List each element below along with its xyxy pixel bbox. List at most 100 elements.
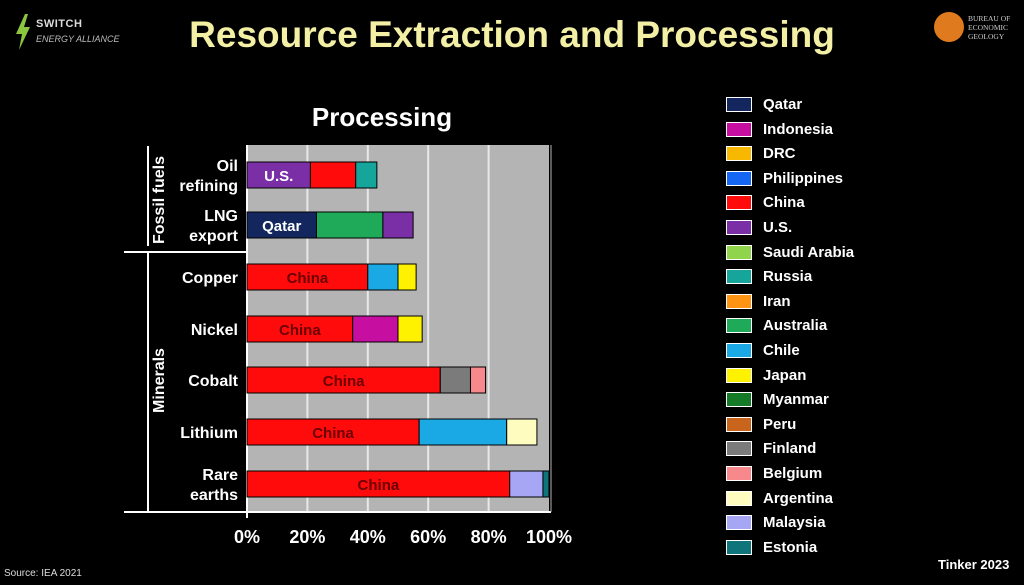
legend-label: Chile bbox=[763, 342, 800, 359]
legend-label: DRC bbox=[763, 145, 796, 163]
legend-swatch bbox=[726, 220, 752, 235]
legend-label: Saudi Arabia bbox=[763, 243, 855, 261]
legend-swatch bbox=[726, 244, 752, 260]
legend-item: Australia bbox=[726, 316, 926, 336]
category-label: Copper bbox=[182, 270, 238, 287]
legend-swatch bbox=[726, 146, 752, 162]
legend-label: Peru bbox=[763, 415, 797, 433]
legend-swatch bbox=[726, 195, 752, 211]
legend-item: Myanmar bbox=[726, 390, 926, 410]
legend-swatch bbox=[726, 318, 752, 334]
beg-line2: ECONOMIC bbox=[968, 23, 1009, 32]
legend-swatch bbox=[726, 441, 752, 457]
category-label: Cobalt bbox=[188, 373, 238, 390]
bar-segment-estonia bbox=[542, 470, 550, 498]
bar-segment-us bbox=[246, 161, 311, 189]
bar-segment-us bbox=[382, 211, 414, 239]
legend-swatch bbox=[726, 539, 752, 555]
legend-item: Belgium bbox=[726, 464, 926, 484]
legend-item: U.S. bbox=[726, 218, 926, 238]
legend-item: China bbox=[726, 193, 926, 213]
bar-segment-argentina bbox=[506, 418, 538, 446]
logo-left-line2: ENERGY ALLIANCE bbox=[36, 34, 120, 44]
bar-data-label: China bbox=[287, 270, 329, 287]
x-tick-label: 60% bbox=[410, 527, 446, 547]
bar-segment-australia bbox=[315, 211, 384, 239]
category-label: refining bbox=[179, 178, 238, 195]
legend-label: Estonia bbox=[763, 538, 818, 556]
bar-segment-china bbox=[246, 418, 420, 446]
legend-item: Estonia bbox=[726, 538, 926, 558]
legend-item: Finland bbox=[726, 439, 926, 459]
legend-item: Peru bbox=[726, 415, 926, 435]
legend-item: Qatar bbox=[726, 95, 926, 115]
logo-left-line1: SWITCH bbox=[36, 18, 83, 30]
legend-label: Philippines bbox=[763, 169, 844, 187]
legend-label: Iran bbox=[763, 292, 791, 310]
legend-swatch bbox=[726, 269, 752, 285]
bar-data-label: China bbox=[323, 373, 365, 390]
category-label: Lithium bbox=[180, 425, 238, 442]
legend-swatch bbox=[726, 367, 752, 383]
legend-swatch bbox=[726, 515, 752, 531]
bar-data-label: Qatar bbox=[262, 218, 301, 235]
bar-data-label: China bbox=[312, 425, 354, 442]
lightning-bolt-icon bbox=[16, 14, 30, 50]
category-label: LNG bbox=[204, 208, 238, 225]
bar-data-label: U.S. bbox=[264, 168, 293, 185]
legend-label: Australia bbox=[763, 317, 828, 335]
beg-line1: BUREAU OF bbox=[968, 14, 1011, 23]
bar-segment-japan bbox=[397, 315, 423, 343]
legend-item: Chile bbox=[726, 341, 926, 361]
legend-swatch bbox=[726, 97, 752, 112]
legend-item: Japan bbox=[726, 366, 926, 386]
x-tick-label: 80% bbox=[471, 527, 507, 547]
beg-line3: GEOLOGY bbox=[968, 32, 1005, 41]
group-label: Minerals bbox=[151, 348, 168, 413]
x-tick-label: 0% bbox=[234, 527, 260, 547]
legend-swatch bbox=[726, 121, 752, 137]
legend-item: Russia bbox=[726, 267, 926, 287]
category-label: export bbox=[189, 228, 239, 245]
credit-note: Tinker 2023 bbox=[938, 557, 1010, 572]
legend-label: Russia bbox=[763, 268, 813, 286]
beg-logo: BUREAU OF ECONOMIC GEOLOGY bbox=[934, 12, 1024, 46]
legend-swatch bbox=[726, 490, 752, 506]
bar-segment-russia bbox=[355, 161, 378, 189]
legend-label: Indonesia bbox=[763, 120, 834, 138]
bar-segment-malaysia bbox=[509, 470, 544, 498]
legend-swatch bbox=[726, 293, 752, 309]
category-label: Rare bbox=[202, 467, 238, 484]
x-tick-label: 40% bbox=[350, 527, 386, 547]
legend-label: Argentina bbox=[763, 489, 834, 507]
legend-item: Argentina bbox=[726, 489, 926, 509]
legend-label: Belgium bbox=[763, 465, 823, 482]
category-label: earths bbox=[190, 487, 238, 504]
bar-segment-belgium bbox=[469, 366, 487, 394]
beg-logo-text: BUREAU OF ECONOMIC GEOLOGY bbox=[968, 14, 1010, 41]
texas-seal-icon bbox=[934, 12, 964, 42]
bar-segment-china bbox=[246, 470, 511, 498]
bar-data-label: China bbox=[358, 477, 400, 494]
legend-label: U.S. bbox=[763, 219, 793, 236]
legend-label: Japan bbox=[763, 366, 807, 384]
switch-logo: SWITCH ENERGY ALLIANCE bbox=[14, 14, 124, 50]
bar-segment-finland bbox=[439, 366, 471, 394]
legend-label: Malaysia bbox=[763, 514, 826, 532]
bar-segment-qatar bbox=[246, 211, 317, 239]
bar-segment-china bbox=[246, 366, 441, 394]
bar-segment-china bbox=[246, 263, 369, 291]
legend-label: Finland bbox=[763, 440, 817, 458]
legend-swatch bbox=[726, 392, 752, 408]
category-label: Nickel bbox=[191, 322, 238, 339]
legend-item: Iran bbox=[726, 292, 926, 312]
x-tick-label: 20% bbox=[289, 527, 325, 547]
category-label: Oil bbox=[217, 158, 238, 175]
legend-item: DRC bbox=[726, 144, 926, 164]
bar-segment-china bbox=[246, 315, 354, 343]
legend-swatch bbox=[726, 170, 752, 186]
legend-swatch bbox=[726, 416, 752, 432]
x-tick-label: 100% bbox=[526, 527, 572, 547]
bar-segment-indonesia bbox=[352, 315, 399, 343]
